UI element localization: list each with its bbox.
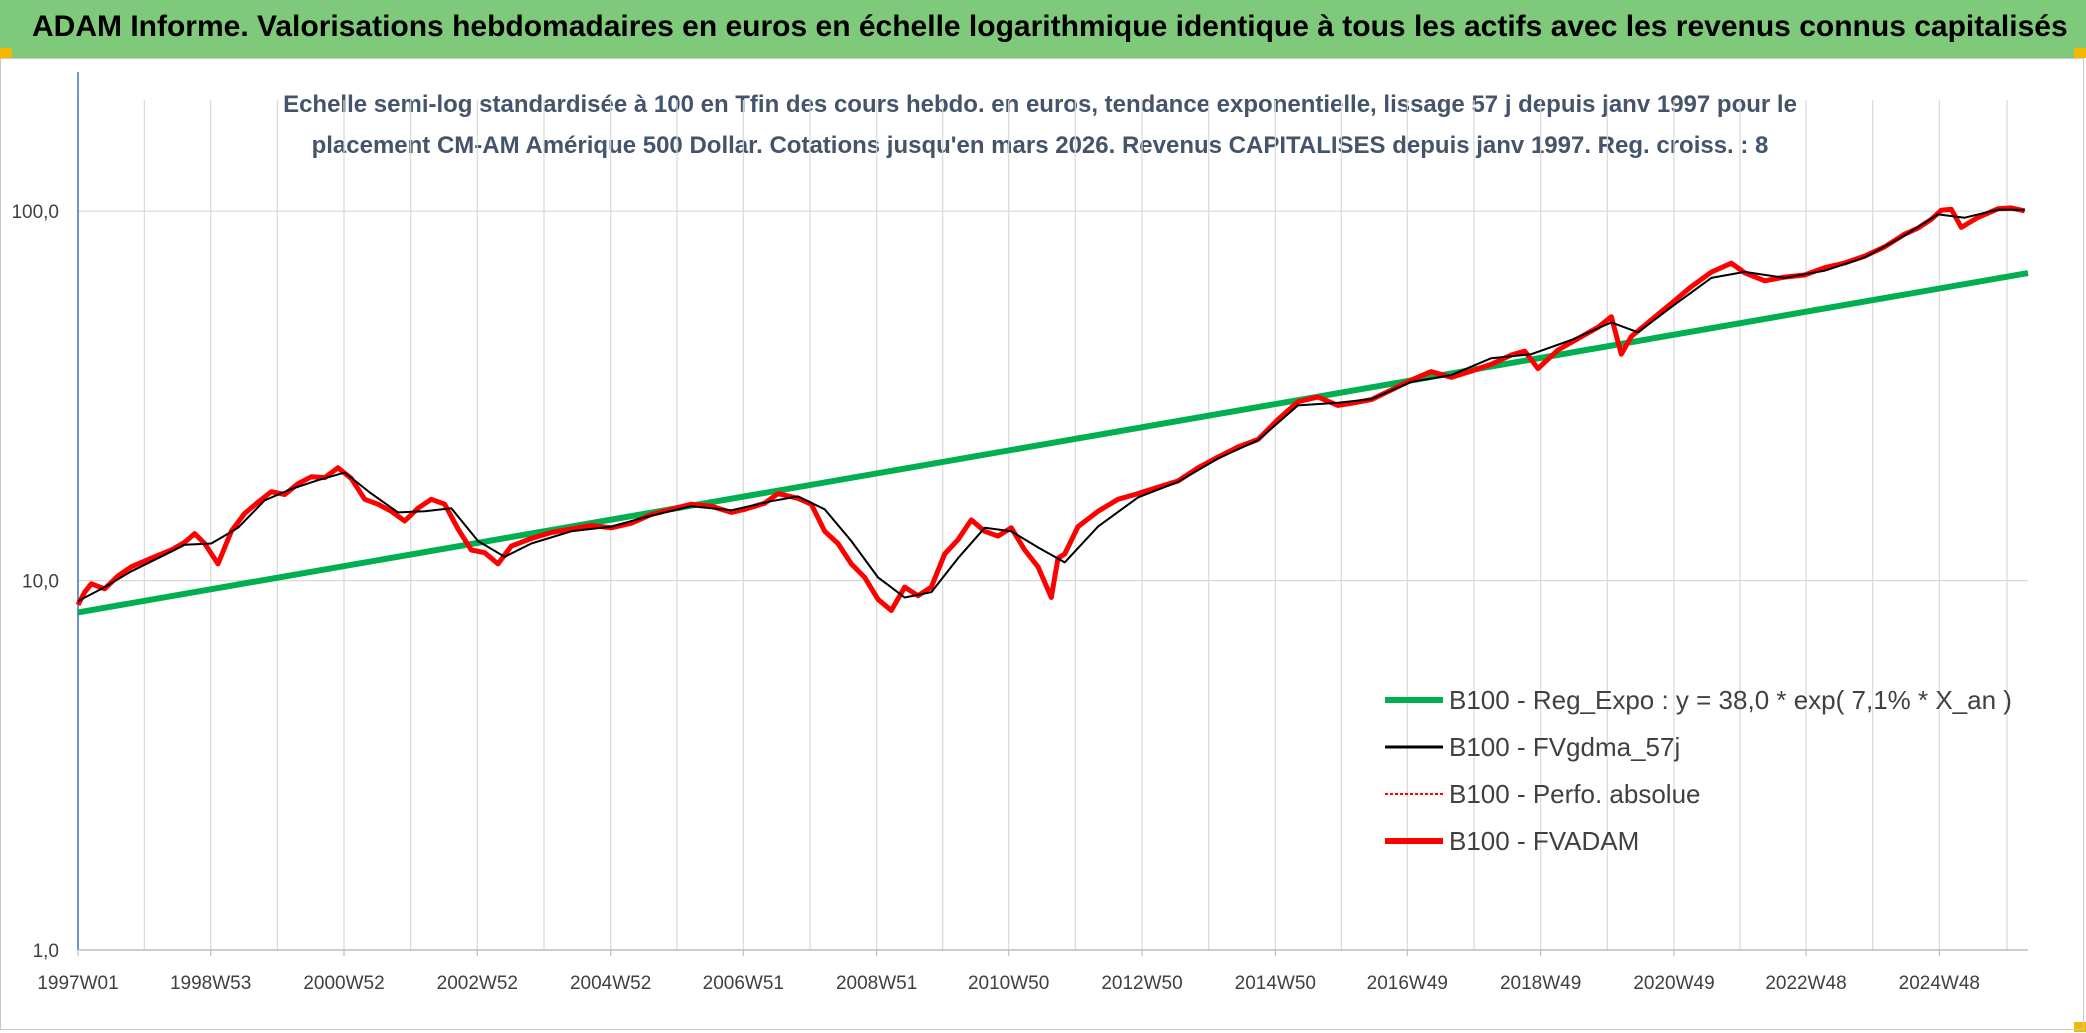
x-tick-label: 2008W51 bbox=[836, 973, 917, 994]
x-tick-label: 2016W49 bbox=[1367, 973, 1448, 994]
x-tick-label: 2014W50 bbox=[1235, 973, 1316, 994]
y-tick-label: 100,0 bbox=[11, 202, 59, 223]
x-tick-label: 1998W53 bbox=[170, 973, 251, 994]
report-header: ADAM Informe. Valorisations hebdomadaire… bbox=[0, 0, 2086, 58]
chart-subtitle-line-1: Echelle semi-log standardisée à 100 en T… bbox=[283, 91, 1797, 118]
fvadam-line bbox=[75, 205, 2026, 613]
x-tick-label: 2022W48 bbox=[1765, 973, 1846, 994]
x-tick-label: 2010W50 bbox=[968, 973, 1049, 994]
moving-average-line bbox=[77, 208, 2025, 602]
legend-label: B100 - Reg_Expo : y = 38,0 * exp( 7,1% *… bbox=[1449, 685, 2012, 715]
corner-marker bbox=[2074, 48, 2086, 58]
y-tick-label: 1,0 bbox=[33, 941, 59, 962]
x-tick-label: 2020W49 bbox=[1633, 973, 1714, 994]
corner-marker bbox=[0, 48, 12, 58]
legend-label: B100 - FVADAM bbox=[1449, 826, 1639, 856]
x-tick-label: 2004W52 bbox=[570, 973, 651, 994]
x-tick-label: 2000W52 bbox=[303, 973, 384, 994]
axes: 1,0 10,0 100,0 1997W01 1998W53 2000W52 2002W52… bbox=[11, 72, 2028, 994]
series-lines bbox=[75, 205, 2029, 616]
x-tick-label: 2002W52 bbox=[437, 973, 518, 994]
legend-label: B100 - Perfo. absolue bbox=[1449, 779, 1701, 809]
x-tick-label: 2024W48 bbox=[1899, 973, 1980, 994]
x-tick-label: 2006W51 bbox=[703, 973, 784, 994]
corner-marker bbox=[2074, 1022, 2086, 1032]
chart-frame bbox=[0, 58, 2084, 1030]
legend-label: B100 - FVgdma_57j bbox=[1449, 732, 1680, 762]
gridlines bbox=[77, 100, 2028, 951]
chart-subtitle-line-2: placement CM-AM Amérique 500 Dollar. Cot… bbox=[312, 132, 1769, 159]
absolute-perf-line bbox=[77, 207, 2025, 612]
x-tick-label: 1997W01 bbox=[37, 973, 118, 994]
x-tick-label: 2012W50 bbox=[1101, 973, 1182, 994]
legend: B100 - Reg_Expo : y = 38,0 * exp( 7,1% *… bbox=[1385, 685, 2012, 856]
report-title: ADAM Informe. Valorisations hebdomadaire… bbox=[32, 10, 2068, 43]
regression-line bbox=[77, 270, 2029, 616]
x-tick-label: 2018W49 bbox=[1500, 973, 1581, 994]
y-tick-label: 10,0 bbox=[22, 572, 59, 593]
